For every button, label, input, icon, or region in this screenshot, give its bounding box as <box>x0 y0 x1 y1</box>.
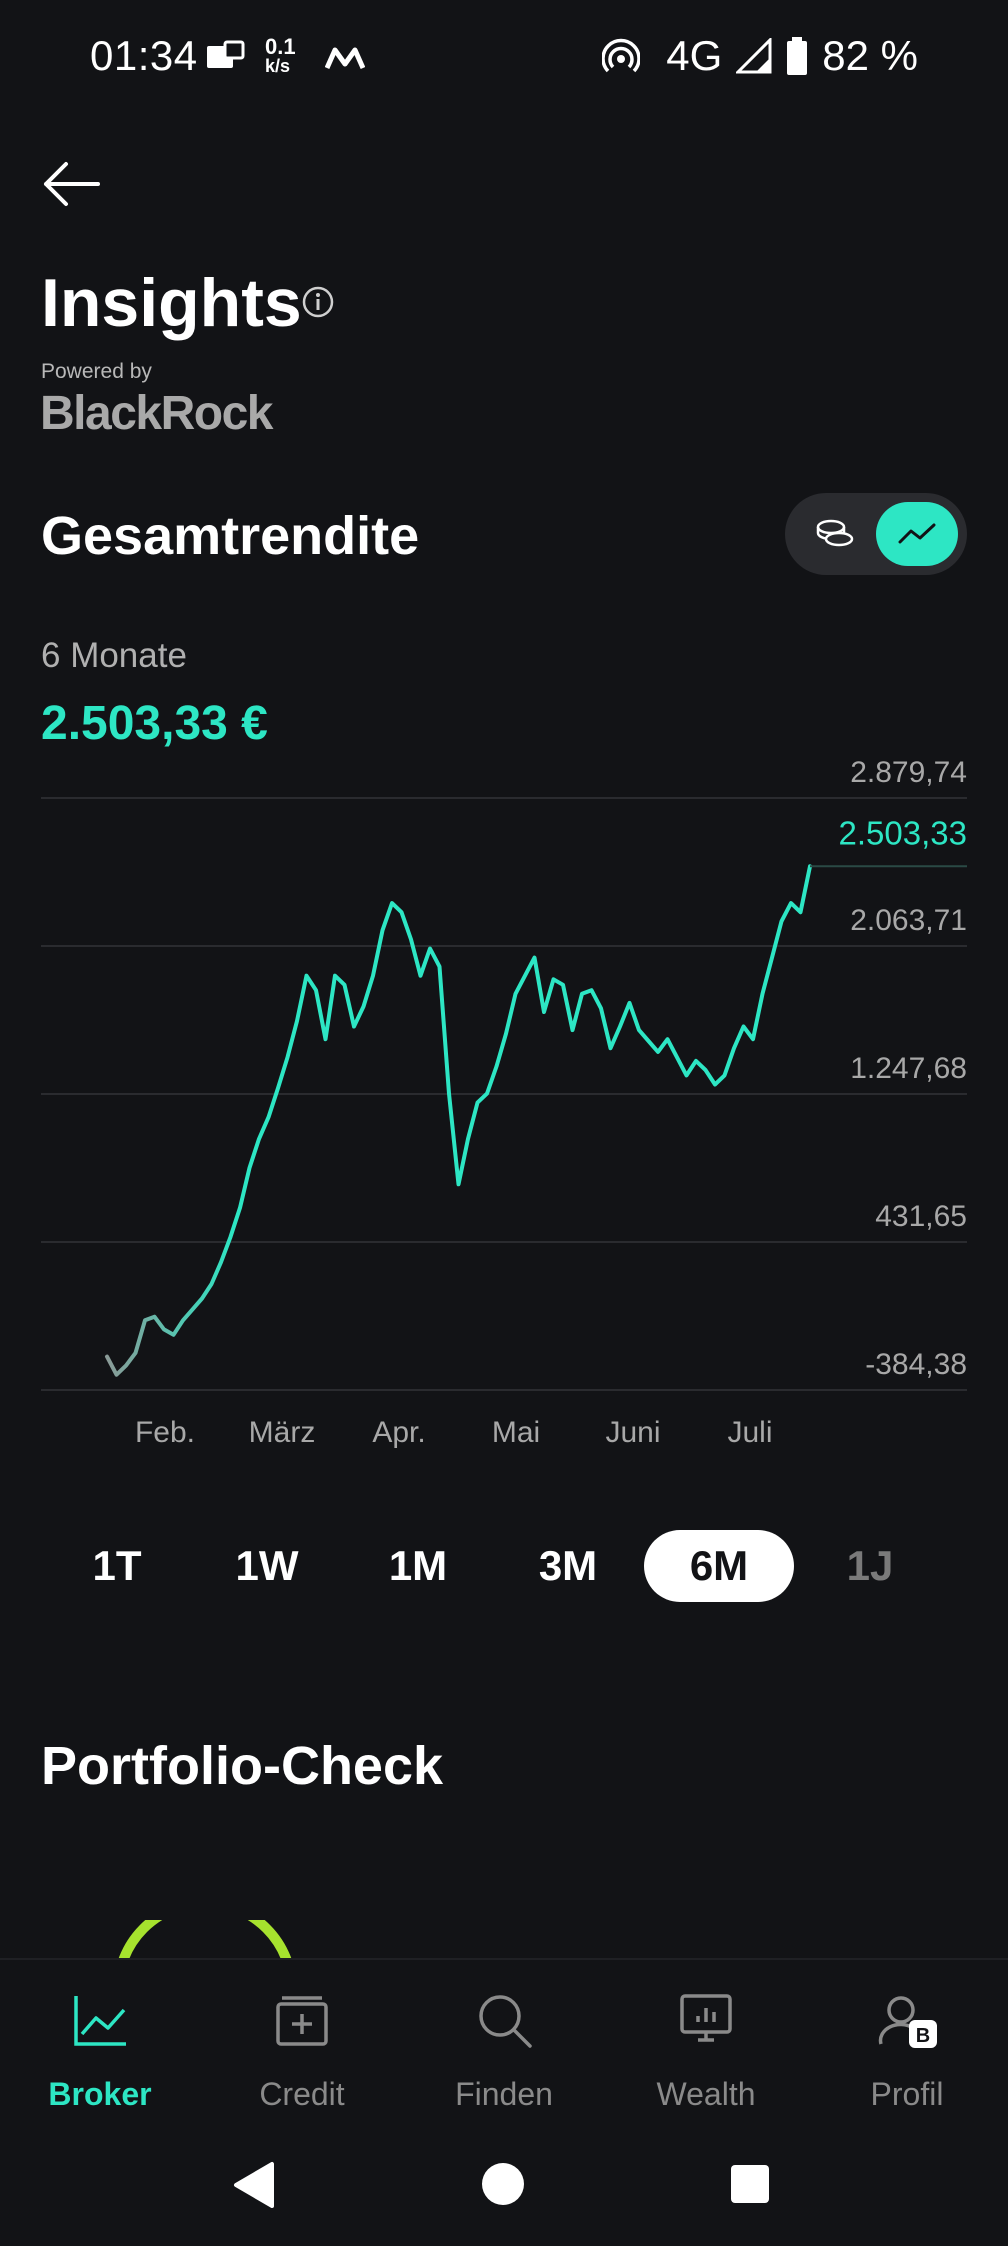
nav-label: Broker <box>48 2076 152 2112</box>
total-return-value: 2.503,33 € <box>41 697 268 750</box>
returns-chart[interactable]: 2.879,74 2.063,71 1.247,68 431,65 -384,38 Feb… <box>0 740 1008 1460</box>
nav-item-credit[interactable]: Credit <box>212 1990 392 2113</box>
system-back-icon[interactable] <box>232 2160 276 2210</box>
y-tick-label: 431,65 <box>875 1200 967 1233</box>
x-tick-label: März <box>249 1416 316 1449</box>
y-tick-label: 1.247,68 <box>850 1052 967 1085</box>
returns-title: Gesamtrendite <box>41 506 420 566</box>
coins-view-button[interactable] <box>794 502 876 566</box>
range-button-1w[interactable]: 1W <box>235 1542 299 1589</box>
nav-item-profil[interactable]: B Profil <box>817 1990 997 2113</box>
y-tick-label: -384,38 <box>865 1348 967 1381</box>
x-tick-label: Apr. <box>372 1416 425 1449</box>
y-tick-label: 2.879,74 <box>850 756 967 789</box>
app-notification-icon <box>325 47 365 70</box>
info-icon[interactable] <box>302 286 334 318</box>
nav-item-wealth[interactable]: Wealth <box>616 1990 796 2113</box>
range-button-3m[interactable]: 3M <box>538 1542 598 1589</box>
nav-label: Credit <box>259 2076 345 2112</box>
range-button-1t[interactable]: 1T <box>92 1542 142 1589</box>
range-button-1j[interactable]: 1J <box>846 1542 894 1589</box>
x-tick-label: Feb. <box>135 1416 195 1449</box>
back-arrow-icon[interactable] <box>42 160 102 208</box>
x-tick-label: Juni <box>605 1416 660 1449</box>
brand-logo: BlackRock <box>40 387 273 440</box>
battery-icon <box>787 37 808 75</box>
portfolio-check-title: Portfolio-Check <box>41 1736 444 1796</box>
series-line <box>105 864 812 1377</box>
range-selector: 1T 1W 1M 3M 6M 1J <box>0 1530 1008 1606</box>
current-value-label: 2.503,33 <box>839 814 967 851</box>
profile-badge: B <box>916 2025 930 2047</box>
chart-line-icon <box>74 1996 126 2046</box>
page-title: Insights <box>41 265 302 341</box>
y-tick-label: 2.063,71 <box>850 904 967 937</box>
nav-item-finden[interactable]: Finden <box>414 1990 594 2113</box>
system-home-icon[interactable] <box>481 2162 525 2206</box>
hotspot-icon <box>602 38 641 73</box>
system-recents-icon[interactable] <box>730 2164 770 2204</box>
x-tick-label: Juli <box>727 1416 772 1449</box>
system-navigation <box>0 2130 1008 2240</box>
range-button-6m[interactable]: 6M <box>644 1530 794 1602</box>
status-time: 01:34 <box>90 32 198 79</box>
net-speed-bottom: k/s <box>265 56 291 76</box>
battery-level: 82 % <box>822 32 918 79</box>
status-right: 4G 82 % <box>602 32 918 80</box>
nav-item-broker[interactable]: Broker <box>10 1990 190 2113</box>
search-icon <box>479 1995 532 2048</box>
portfolio-gauge <box>113 1920 297 1980</box>
coins-icon <box>816 519 854 547</box>
view-toggle <box>785 493 967 575</box>
profile-icon: B <box>878 1996 937 2048</box>
credit-card-plus-icon <box>276 1996 328 2046</box>
network-type: 4G <box>666 32 723 79</box>
notification-icon <box>207 40 245 68</box>
nav-label: Profil <box>870 2076 944 2112</box>
nav-label: Wealth <box>656 2076 756 2112</box>
nav-label: Finden <box>455 2076 553 2112</box>
net-speed-top: 0.1 <box>265 34 296 59</box>
status-bar: 01:34 0.1 k/s 4G 82 % <box>0 0 1008 118</box>
signal-icon <box>736 38 772 74</box>
powered-by-label: Powered by <box>41 360 152 383</box>
trend-view-button[interactable] <box>876 502 958 566</box>
trend-line-icon <box>898 523 936 544</box>
range-button-1m[interactable]: 1M <box>388 1542 448 1589</box>
monitor-chart-icon <box>680 1994 732 2042</box>
period-label: 6 Monate <box>41 636 187 675</box>
x-tick-label: Mai <box>492 1416 540 1449</box>
